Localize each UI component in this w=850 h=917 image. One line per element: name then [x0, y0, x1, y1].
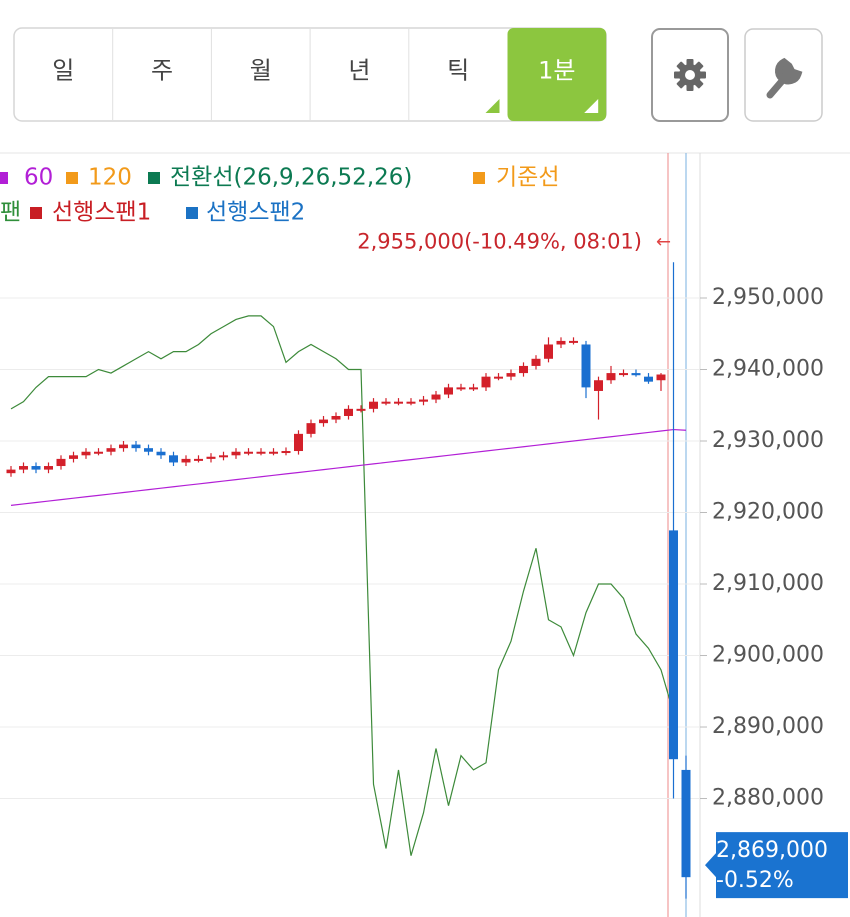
- candle-body: [156, 451, 166, 456]
- price-marker-label: 2,955,000(-10.49%, 08:01): [357, 229, 642, 253]
- candle-body: [169, 455, 178, 463]
- candle-body: [194, 458, 203, 461]
- candle-body: [631, 373, 641, 376]
- y-tick-label: 2,890,000: [712, 714, 824, 739]
- y-tick-label: 2,940,000: [712, 357, 824, 382]
- tab-label: 1분: [538, 57, 575, 85]
- candle-body: [419, 399, 428, 402]
- candle-body: [644, 376, 653, 382]
- legend-swatch: [30, 207, 42, 219]
- legend-label: 선행스팬1: [52, 200, 151, 226]
- wrench-icon: [766, 57, 803, 99]
- candle-body: [231, 451, 241, 456]
- candle-body: [6, 469, 16, 474]
- tab-label: 틱: [447, 57, 469, 85]
- candle-body: [356, 408, 366, 411]
- candle-body: [494, 376, 503, 379]
- y-tick-label: 2,950,000: [712, 285, 824, 310]
- candle-body: [306, 423, 316, 434]
- candle-body: [556, 340, 566, 345]
- legend-label: 팬: [0, 200, 21, 226]
- tab-corner-mark: [584, 99, 599, 113]
- candle-body: [119, 444, 128, 449]
- candle-body: [669, 530, 678, 760]
- candle-body: [544, 344, 553, 359]
- indicator-line: [10, 428, 687, 506]
- candle-body: [219, 455, 228, 458]
- y-tick-label: 2,930,000: [712, 428, 824, 453]
- candle-body: [81, 451, 91, 456]
- y-tick-label: 2,880,000: [712, 786, 824, 811]
- candle-body: [144, 448, 153, 452]
- candle-body: [31, 466, 41, 470]
- legend-label: 기준선: [496, 165, 559, 191]
- candle-body: [256, 451, 266, 454]
- legend-label: 60: [24, 165, 53, 191]
- candle-body: [481, 376, 491, 388]
- current-price-box: [705, 832, 848, 899]
- legend-label: 선행스팬2: [206, 200, 305, 226]
- candle-body: [406, 401, 416, 404]
- candle-body: [281, 451, 291, 454]
- candle-body: [181, 458, 191, 463]
- tab-label: 월: [250, 57, 272, 85]
- candle-body: [581, 344, 591, 388]
- gear-icon: [674, 59, 706, 91]
- legend-swatch: [186, 207, 198, 219]
- legend-swatch: [148, 172, 160, 184]
- candle-body: [394, 401, 403, 404]
- legend-swatch: [473, 172, 485, 184]
- candle-body: [331, 415, 341, 420]
- legend-swatch: [0, 172, 8, 184]
- legend-label: 전환선(26,9,26,52,26): [170, 165, 412, 191]
- y-tick-label: 2,920,000: [712, 500, 824, 525]
- candle-body: [206, 456, 216, 459]
- indicator-line: [10, 315, 675, 856]
- candle-body: [569, 340, 578, 343]
- candle-body: [606, 373, 616, 381]
- candle-body: [19, 466, 28, 470]
- candle-body: [531, 358, 541, 366]
- candle-body: [594, 380, 603, 391]
- candle-body: [319, 419, 328, 424]
- candle-body: [506, 373, 516, 377]
- candle-body: [456, 387, 466, 390]
- candle-body: [44, 466, 53, 470]
- candle-body: [369, 401, 378, 409]
- candle-body: [56, 458, 66, 467]
- candle-body: [381, 401, 391, 404]
- candle-body: [69, 455, 78, 459]
- candle-body: [294, 433, 303, 452]
- tab-corner-mark: [485, 99, 500, 113]
- candle-body: [519, 365, 528, 374]
- tab-label: 년: [348, 57, 370, 85]
- candle-body: [344, 408, 353, 416]
- current-price-change: -0.52%: [716, 868, 794, 893]
- price-marker-arrow: ←: [656, 231, 671, 252]
- legend-swatch: [66, 172, 78, 184]
- candle-body: [656, 374, 666, 381]
- current-price-label: 2,869,000: [716, 838, 828, 863]
- y-tick-label: 2,900,000: [712, 643, 824, 668]
- candle-body: [94, 451, 103, 454]
- candle-body: [619, 373, 628, 376]
- tab-label: 주: [151, 57, 173, 85]
- tab-bar: 일 주 월 년 틱 1분: [13, 27, 607, 122]
- candle-body: [244, 451, 253, 454]
- plot: 2,950,000 2,940,000 2,930,000 2,920,000 2,91…: [0, 229, 848, 899]
- candle-body: [681, 769, 691, 878]
- candle-body: [469, 387, 478, 390]
- candle-body: [431, 394, 441, 400]
- candle-body: [269, 451, 278, 454]
- legend-label: 120: [88, 165, 132, 191]
- candle-body: [106, 448, 116, 452]
- y-tick-label: 2,910,000: [712, 571, 824, 596]
- tab-label: 일: [52, 57, 74, 85]
- candle-body: [444, 387, 453, 395]
- tab-active[interactable]: [507, 28, 607, 121]
- candle-body: [131, 444, 141, 449]
